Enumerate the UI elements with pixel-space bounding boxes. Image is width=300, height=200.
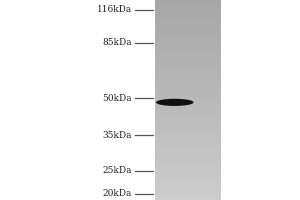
- Text: 20kDa: 20kDa: [103, 190, 132, 198]
- Bar: [154, 138, 220, 140]
- Bar: [154, 148, 220, 150]
- Bar: [154, 5, 220, 7]
- Ellipse shape: [156, 99, 194, 106]
- Text: 25kDa: 25kDa: [103, 166, 132, 175]
- Bar: [154, 7, 220, 10]
- Bar: [154, 45, 220, 47]
- Bar: [154, 18, 220, 20]
- Bar: [154, 75, 220, 77]
- Bar: [154, 178, 220, 180]
- Bar: [154, 100, 220, 102]
- Bar: [154, 105, 220, 108]
- Bar: [154, 98, 220, 100]
- Text: 116kDa: 116kDa: [97, 5, 132, 15]
- Bar: [154, 0, 220, 2]
- Text: 35kDa: 35kDa: [103, 131, 132, 140]
- Bar: [154, 192, 220, 195]
- Bar: [154, 15, 220, 18]
- Bar: [154, 162, 220, 165]
- Bar: [154, 88, 220, 90]
- Bar: [154, 128, 220, 130]
- Bar: [154, 25, 220, 27]
- Bar: [154, 38, 220, 40]
- Bar: [154, 152, 220, 155]
- Bar: [154, 62, 220, 65]
- Bar: [154, 135, 220, 138]
- Bar: [154, 118, 220, 120]
- Bar: [154, 35, 220, 38]
- Bar: [154, 65, 220, 68]
- Bar: [154, 150, 220, 152]
- Text: 85kDa: 85kDa: [102, 38, 132, 47]
- Bar: [154, 110, 220, 112]
- Bar: [154, 142, 220, 145]
- Bar: [154, 122, 220, 125]
- Bar: [154, 145, 220, 148]
- Bar: [154, 195, 220, 198]
- Bar: [154, 82, 220, 85]
- Bar: [154, 73, 220, 75]
- Bar: [154, 32, 220, 35]
- Bar: [154, 172, 220, 175]
- Bar: [154, 20, 220, 22]
- Bar: [154, 52, 220, 55]
- Bar: [154, 190, 220, 192]
- Bar: [154, 155, 220, 158]
- Bar: [154, 43, 220, 45]
- Bar: [154, 158, 220, 160]
- Bar: [154, 95, 220, 98]
- Bar: [154, 47, 220, 50]
- Bar: [154, 185, 220, 188]
- Bar: [154, 130, 220, 132]
- Bar: [154, 112, 220, 115]
- Bar: [154, 12, 220, 15]
- Bar: [154, 90, 220, 92]
- Bar: [154, 70, 220, 73]
- Bar: [154, 132, 220, 135]
- Bar: [154, 175, 220, 178]
- Bar: [154, 160, 220, 162]
- Bar: [154, 2, 220, 5]
- Bar: [154, 168, 220, 170]
- Bar: [154, 27, 220, 30]
- Bar: [154, 68, 220, 70]
- Bar: [154, 85, 220, 88]
- Bar: [154, 60, 220, 62]
- Bar: [154, 170, 220, 172]
- Bar: [154, 40, 220, 43]
- Bar: [154, 77, 220, 80]
- Bar: [154, 55, 220, 58]
- Bar: [154, 120, 220, 122]
- Bar: [154, 22, 220, 25]
- Bar: [154, 182, 220, 185]
- Bar: [154, 188, 220, 190]
- Bar: [154, 50, 220, 52]
- Text: 50kDa: 50kDa: [102, 94, 132, 103]
- Bar: [154, 180, 220, 182]
- Bar: [154, 140, 220, 142]
- Bar: [154, 198, 220, 200]
- Bar: [154, 108, 220, 110]
- Bar: [154, 10, 220, 12]
- Bar: [154, 115, 220, 117]
- Bar: [154, 80, 220, 82]
- Bar: [154, 165, 220, 168]
- Bar: [154, 58, 220, 60]
- Bar: [154, 125, 220, 128]
- Bar: [154, 30, 220, 32]
- Bar: [154, 92, 220, 95]
- Bar: [154, 102, 220, 105]
